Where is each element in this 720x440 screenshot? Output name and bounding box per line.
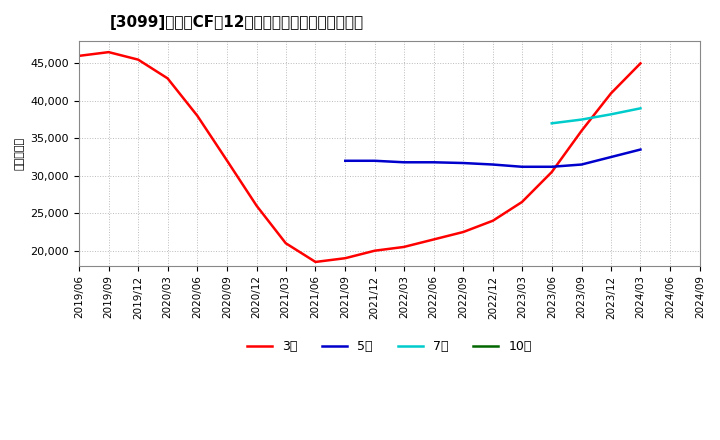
Line: 7年: 7年 (552, 108, 641, 123)
Legend: 3年, 5年, 7年, 10年: 3年, 5年, 7年, 10年 (242, 335, 537, 358)
Text: [3099]　営業CFの12か月移動合計の平均値の推移: [3099] 営業CFの12か月移動合計の平均値の推移 (110, 15, 364, 30)
Line: 3年: 3年 (79, 52, 641, 262)
Y-axis label: （百万円）: （百万円） (15, 137, 25, 170)
Line: 5年: 5年 (346, 150, 641, 167)
